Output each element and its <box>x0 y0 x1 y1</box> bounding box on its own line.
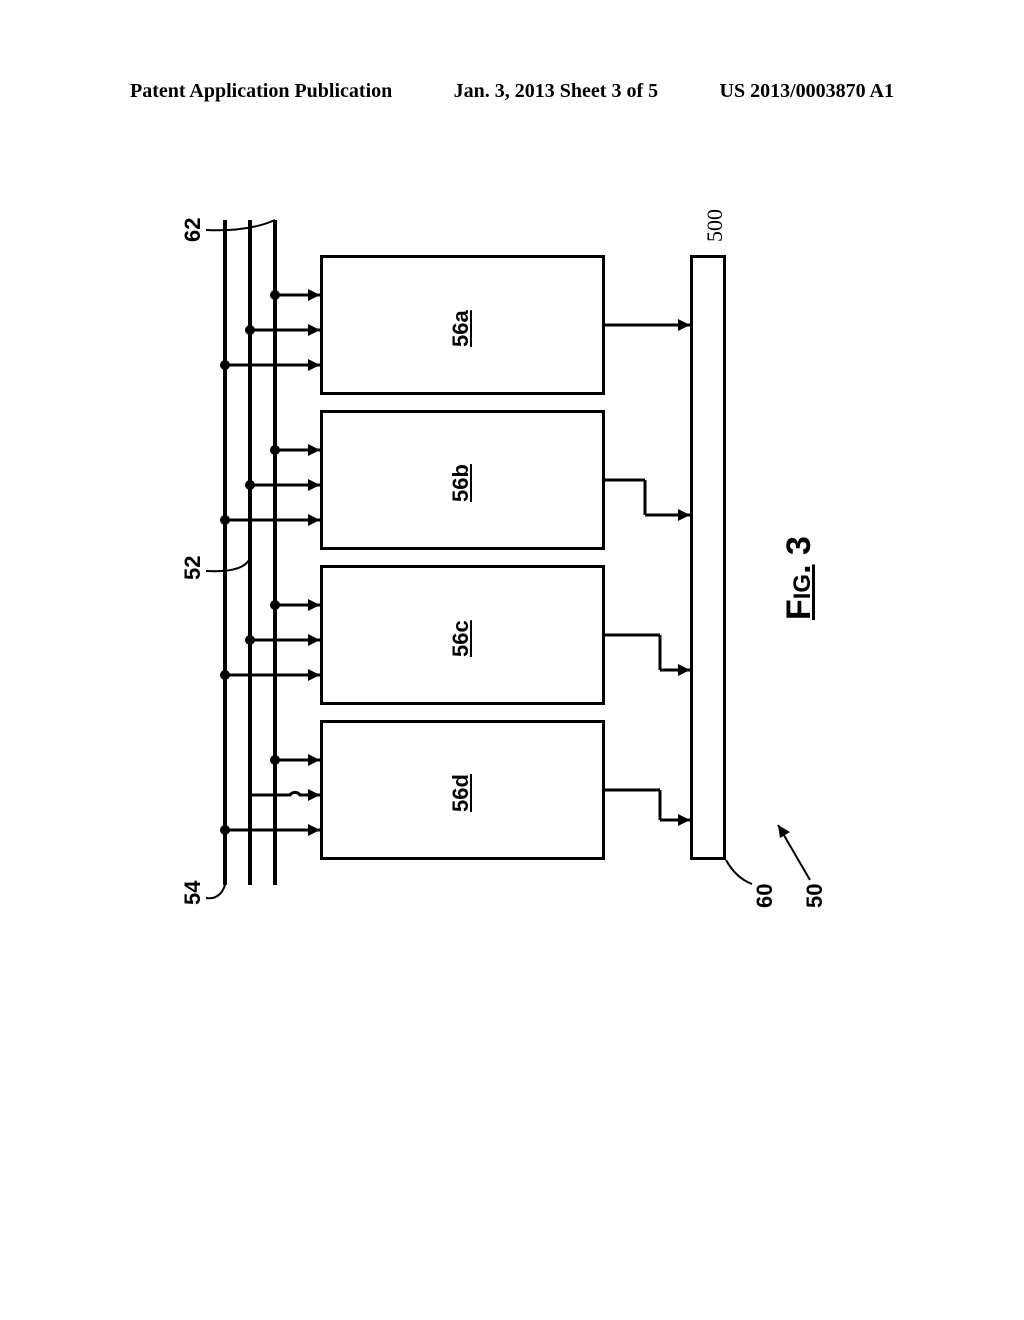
caption-fig-num: 3 <box>780 536 818 555</box>
ref-60: 60 <box>752 884 778 908</box>
label-56d: 56d <box>448 774 474 812</box>
diagram-inner: 56d 56c 56b 56a 54 52 62 60 500 50 Fig. <box>170 220 850 920</box>
figure-area: 56d 56c 56b 56a 54 52 62 60 500 50 Fig. <box>170 220 850 920</box>
label-56a: 56a <box>448 310 474 347</box>
leader-54 <box>206 885 225 898</box>
leader-60 <box>726 860 752 884</box>
ref-54: 54 <box>180 881 206 905</box>
leader-52 <box>206 558 250 571</box>
header-left: Patent Application Publication <box>130 80 392 103</box>
header-center: Jan. 3, 2013 Sheet 3 of 5 <box>454 80 658 103</box>
label-56b: 56b <box>448 464 474 502</box>
ref-50: 50 <box>802 884 828 908</box>
leader-62 <box>206 220 275 230</box>
ref-52: 52 <box>180 556 206 580</box>
label-56c: 56c <box>448 620 474 657</box>
figure-caption: Fig. 3 <box>780 536 819 620</box>
caption-fig-word: Fig. <box>780 564 818 620</box>
header-right: US 2013/0003870 A1 <box>720 80 894 103</box>
ref-62: 62 <box>180 218 206 242</box>
diagram-rotated: 56d 56c 56b 56a 54 52 62 60 500 50 Fig. <box>170 220 850 920</box>
page-header: Patent Application Publication Jan. 3, 2… <box>0 80 1024 103</box>
combiner-block <box>690 255 726 860</box>
page: Patent Application Publication Jan. 3, 2… <box>0 0 1024 1320</box>
ref-500: 500 <box>702 209 728 242</box>
